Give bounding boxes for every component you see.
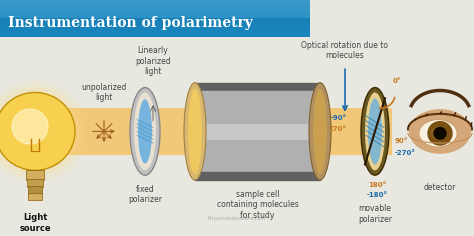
Ellipse shape <box>184 83 206 180</box>
Circle shape <box>434 127 446 139</box>
FancyBboxPatch shape <box>0 0 310 1</box>
FancyBboxPatch shape <box>0 15 310 16</box>
FancyBboxPatch shape <box>0 10 310 11</box>
FancyBboxPatch shape <box>0 9 310 10</box>
Polygon shape <box>48 108 392 155</box>
Ellipse shape <box>134 93 156 170</box>
Text: Linearly
polarized
light: Linearly polarized light <box>135 46 171 76</box>
Text: 90°: 90° <box>395 138 408 144</box>
Ellipse shape <box>431 126 445 140</box>
FancyBboxPatch shape <box>26 170 44 180</box>
FancyBboxPatch shape <box>0 12 310 13</box>
Text: 0°: 0° <box>393 78 401 84</box>
FancyBboxPatch shape <box>27 179 43 187</box>
FancyBboxPatch shape <box>0 11 310 12</box>
FancyBboxPatch shape <box>0 18 310 19</box>
FancyBboxPatch shape <box>28 193 42 201</box>
Text: Priyamstudycentre.com: Priyamstudycentre.com <box>208 216 266 221</box>
FancyBboxPatch shape <box>0 6 310 7</box>
Circle shape <box>0 93 75 170</box>
FancyBboxPatch shape <box>0 5 310 6</box>
FancyBboxPatch shape <box>28 186 42 194</box>
Circle shape <box>12 109 48 144</box>
Circle shape <box>0 81 87 182</box>
Ellipse shape <box>130 88 160 175</box>
Ellipse shape <box>409 109 471 154</box>
FancyBboxPatch shape <box>0 4 310 5</box>
FancyBboxPatch shape <box>0 7 310 8</box>
FancyBboxPatch shape <box>0 8 310 9</box>
Ellipse shape <box>419 120 457 147</box>
Text: sample cell
containing molecules
for study: sample cell containing molecules for stu… <box>217 190 298 219</box>
Ellipse shape <box>313 88 327 174</box>
FancyBboxPatch shape <box>0 17 310 18</box>
FancyBboxPatch shape <box>0 0 310 37</box>
FancyBboxPatch shape <box>0 24 310 25</box>
Text: fixed
polarizer: fixed polarizer <box>128 185 162 204</box>
Ellipse shape <box>368 98 382 164</box>
Text: detector: detector <box>424 183 456 192</box>
Circle shape <box>0 88 79 174</box>
Text: -270°: -270° <box>395 150 416 156</box>
Circle shape <box>0 85 83 178</box>
FancyBboxPatch shape <box>0 13 310 14</box>
FancyBboxPatch shape <box>0 22 310 23</box>
FancyBboxPatch shape <box>0 2 310 3</box>
Text: -90°: -90° <box>331 115 347 121</box>
Text: unpolarized
light: unpolarized light <box>82 83 127 102</box>
Ellipse shape <box>365 93 385 170</box>
Ellipse shape <box>188 88 202 174</box>
FancyBboxPatch shape <box>0 21 310 22</box>
FancyBboxPatch shape <box>0 16 310 17</box>
FancyBboxPatch shape <box>0 14 310 15</box>
FancyBboxPatch shape <box>0 23 310 24</box>
FancyBboxPatch shape <box>0 19 310 21</box>
Text: movable
polarizer: movable polarizer <box>358 204 392 224</box>
Text: -180°: -180° <box>366 192 388 198</box>
FancyBboxPatch shape <box>0 3 310 4</box>
Circle shape <box>428 122 452 145</box>
Ellipse shape <box>361 88 389 175</box>
FancyBboxPatch shape <box>0 1 310 2</box>
Text: Light
source: Light source <box>19 213 51 232</box>
Ellipse shape <box>309 83 331 180</box>
Text: Optical rotation due to
molecules: Optical rotation due to molecules <box>301 41 389 60</box>
Text: Instrumentation of polarimetry: Instrumentation of polarimetry <box>8 16 253 30</box>
Text: 180°: 180° <box>368 182 386 188</box>
Ellipse shape <box>138 99 152 164</box>
Text: 270°: 270° <box>329 126 347 132</box>
